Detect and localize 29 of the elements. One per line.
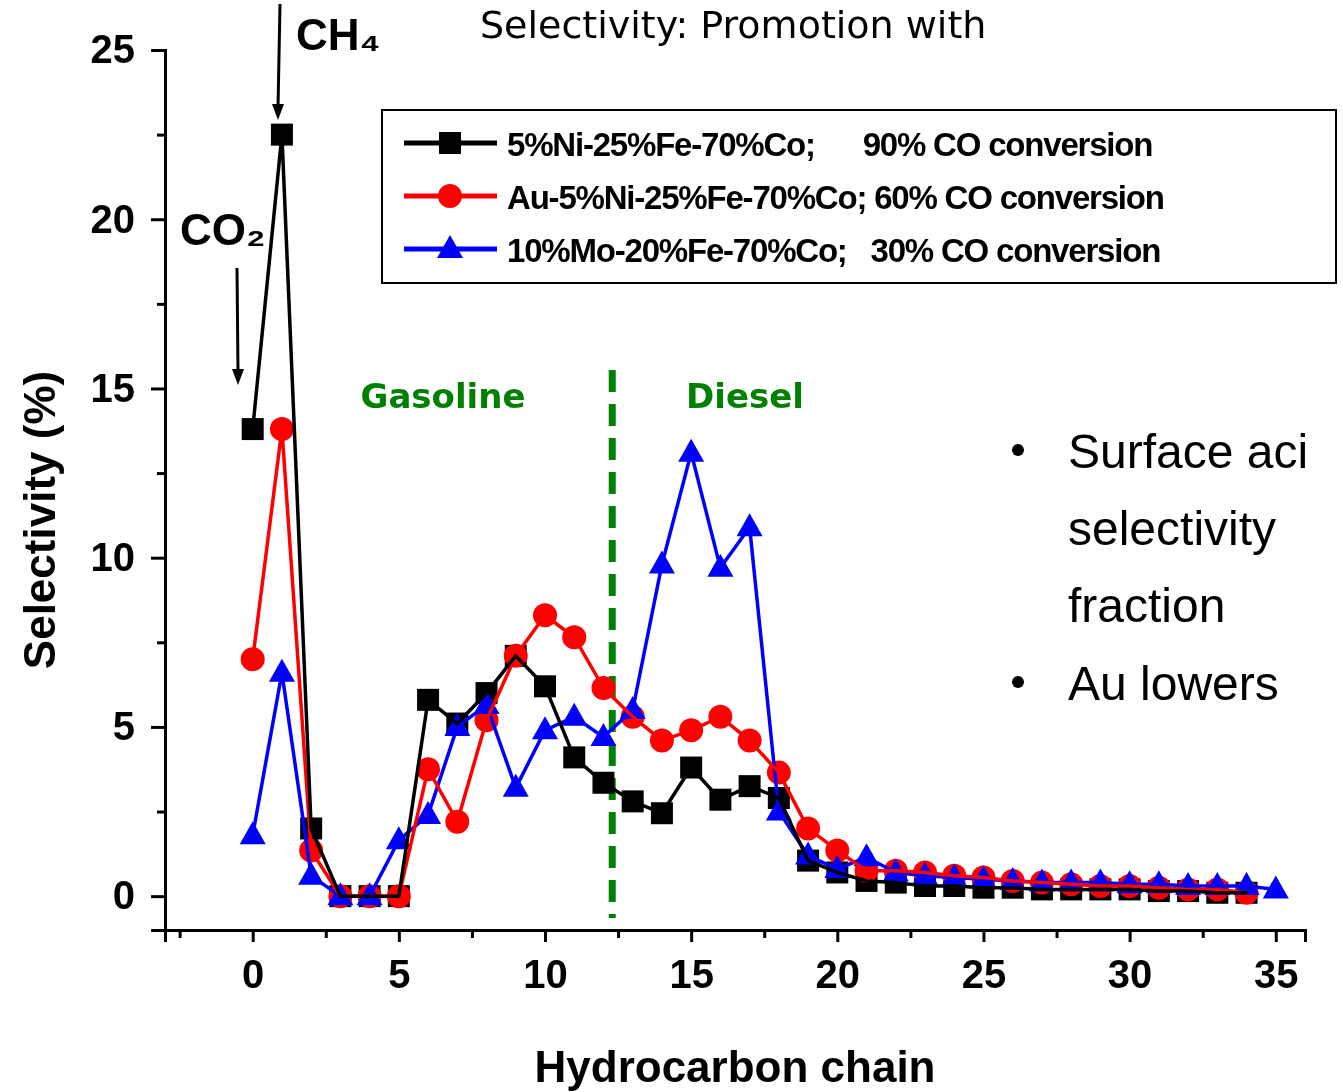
x-tick-label: 5 [388,952,411,997]
y-tick-label: 10 [90,534,135,579]
y-tick-label: 0 [112,873,135,918]
chart-title: Selectivity: Promotion with [480,3,987,47]
y-tick-label: 5 [112,704,135,749]
annotation: Au lowers [1068,657,1279,710]
point [241,418,264,441]
annotation: Diesel [686,376,804,416]
x-tick-label: 0 [242,952,265,997]
annotation: CO₂ [180,205,266,254]
annotation: selectivity [1068,502,1277,555]
y-tick-label: 20 [90,196,135,241]
x-tick-label: 30 [1107,952,1153,997]
legend-label: Au-5%Ni-25%Fe-70%Co; 60% CO conversion [507,179,1164,216]
x-tick-label: 15 [669,952,714,997]
x-tick-label: 35 [1254,952,1299,997]
x-tick-label: 25 [961,952,1007,997]
x-tick-label: 20 [815,952,861,997]
annotation: Gasoline [360,376,526,416]
legend-label: 5%Ni-25%Fe-70%Co; 90% CO conversion [507,126,1153,163]
annotation: Surface aci [1068,425,1309,478]
x-tick-label: 10 [523,952,568,997]
legend-label: 10%Mo-20%Fe-70%Co; 30% CO conversion [507,232,1161,269]
annotation: fraction [1068,579,1226,632]
y-axis-title: Selectivity (%) [15,370,64,670]
annotation: CH₄ [296,10,381,59]
x-axis-title: Hydrocarbon chain [534,1042,936,1091]
y-tick-label: 15 [90,365,135,410]
y-tick-label: 25 [90,27,135,72]
